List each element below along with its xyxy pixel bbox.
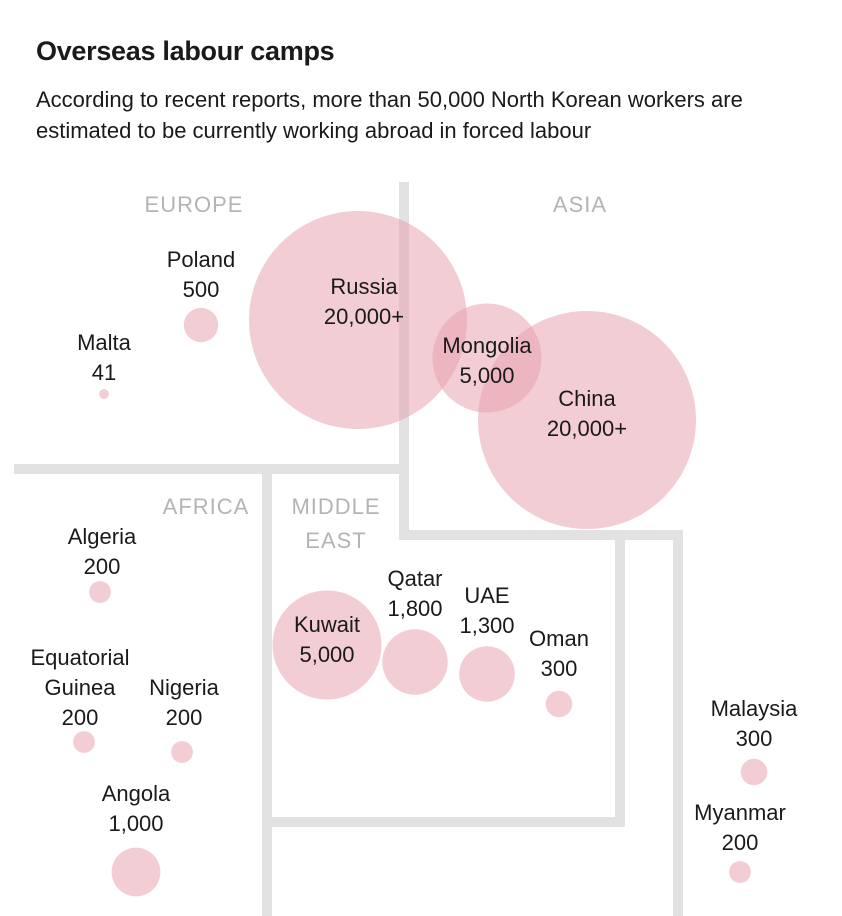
country-name: Myanmar — [694, 800, 786, 825]
country-name: Algeria — [68, 524, 137, 549]
chart-subtitle: According to recent reports, more than 5… — [36, 87, 743, 143]
bubble-oman — [545, 690, 573, 718]
label-algeria: Algeria 200 — [68, 524, 137, 579]
worker-count: 200 — [722, 830, 759, 855]
worker-count: 200 — [166, 705, 203, 730]
worker-count: 300 — [736, 726, 773, 751]
country-name: Equatorial — [30, 645, 129, 670]
region-label-line: AFRICA — [163, 494, 250, 519]
worker-count: 500 — [183, 277, 220, 302]
region-label-middle-east: MIDDLE EAST — [291, 494, 380, 553]
country-name: China — [558, 386, 616, 411]
worker-count: 1,000 — [108, 811, 163, 836]
bubble-qatar — [382, 629, 448, 695]
bubble-china — [478, 311, 696, 529]
region-label-europe: EUROPE — [145, 192, 244, 217]
region-label-line: EAST — [305, 528, 366, 553]
country-name: Angola — [102, 781, 171, 806]
worker-count: 200 — [84, 554, 121, 579]
label-oman: Oman 300 — [529, 626, 589, 681]
label-nigeria: Nigeria 200 — [149, 675, 219, 730]
region-label-line: ASIA — [553, 192, 607, 217]
label-qatar: Qatar 1,800 — [387, 566, 442, 621]
country-name: Russia — [330, 274, 398, 299]
worker-count: 20,000+ — [547, 416, 627, 441]
bubble-kuwait — [272, 590, 382, 700]
label-malaysia: Malaysia 300 — [711, 696, 799, 751]
country-name: Poland — [167, 247, 236, 272]
label-russia: Russia 20,000+ — [324, 274, 404, 329]
worker-count: 41 — [92, 360, 116, 385]
country-name: UAE — [464, 583, 509, 608]
country-name: Malta — [77, 330, 132, 355]
worker-count: 200 — [62, 705, 99, 730]
bubble-myanmar — [729, 861, 751, 883]
label-mongolia: Mongolia 5,000 — [442, 333, 532, 388]
region-labels: EUROPE ASIA AFRICA MIDDLE EAST — [145, 192, 607, 553]
worker-count: 5,000 — [459, 363, 514, 388]
bubble-malaysia — [740, 758, 768, 786]
bubble-algeria — [89, 581, 111, 603]
label-angola: Angola 1,000 — [102, 781, 171, 836]
label-equatorial-guinea: Equatorial Guinea 200 — [30, 645, 129, 730]
worker-count: 1,800 — [387, 596, 442, 621]
country-name: Guinea — [45, 675, 117, 700]
divider-middle-east-box — [267, 535, 625, 827]
country-name: Mongolia — [442, 333, 532, 358]
worker-count: 20,000+ — [324, 304, 404, 329]
country-name: Malaysia — [711, 696, 799, 721]
region-label-africa: AFRICA — [163, 494, 250, 519]
bubble-russia — [249, 211, 467, 429]
country-name: Nigeria — [149, 675, 219, 700]
bubble-uae — [459, 646, 515, 702]
country-name: Qatar — [387, 566, 442, 591]
region-label-line: MIDDLE — [291, 494, 380, 519]
worker-count: 1,300 — [459, 613, 514, 638]
country-name: Kuwait — [294, 612, 360, 637]
bubble-angola — [111, 847, 161, 897]
region-label-asia: ASIA — [553, 192, 607, 217]
bubble-malta — [99, 389, 109, 399]
label-myanmar: Myanmar 200 — [694, 800, 786, 855]
bubble-equatorial-guinea — [73, 731, 95, 753]
label-poland: Poland 500 — [167, 247, 236, 302]
label-uae: UAE 1,300 — [459, 583, 514, 638]
worker-count: 300 — [541, 656, 578, 681]
label-kuwait: Kuwait 5,000 — [294, 612, 360, 667]
label-china: China 20,000+ — [547, 386, 627, 441]
bubble-nigeria — [171, 741, 193, 763]
region-label-line: EUROPE — [145, 192, 244, 217]
bubble-poland — [183, 307, 219, 343]
country-labels: Poland 500 Malta 41 Russia 20,000+ Mongolia 5,0… — [30, 247, 798, 855]
country-name: Oman — [529, 626, 589, 651]
label-malta: Malta 41 — [77, 330, 132, 385]
chart-title: Overseas labour camps — [36, 36, 335, 66]
worker-count: 5,000 — [299, 642, 354, 667]
bubbles — [73, 211, 768, 897]
